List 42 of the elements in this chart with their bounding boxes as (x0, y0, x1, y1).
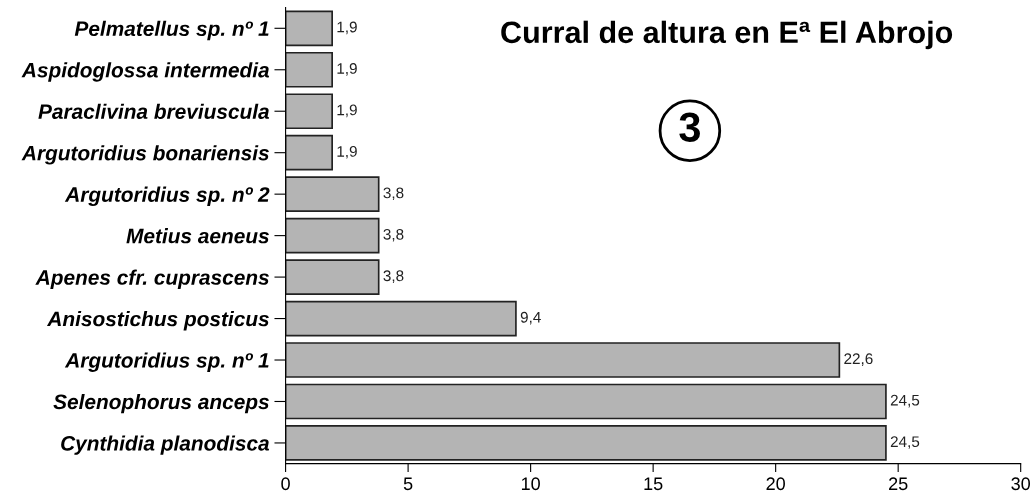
bar (285, 300, 517, 337)
x-tick-label: 10 (521, 477, 540, 491)
data-label: 24,5 (890, 394, 920, 408)
data-label: 1,9 (337, 104, 357, 118)
annotation: 3 (679, 112, 700, 142)
data-label: 1,9 (337, 21, 357, 35)
bar (285, 93, 333, 130)
bar (285, 134, 333, 171)
y-tick-label: Paraclivina breviuscula (38, 103, 270, 119)
data-label: 1,9 (337, 145, 357, 159)
data-label: 1,9 (337, 63, 357, 76)
y-tick-label: Anisostichus posticus (46, 311, 269, 331)
bar (285, 383, 887, 420)
x-tick-label: 30 (1011, 477, 1031, 491)
data-label: 3,8 (383, 228, 404, 242)
bar (285, 259, 380, 295)
y-tick-label: Metius aeneus (126, 228, 269, 244)
y-tick-label: Aspidoglossa intermedia (21, 62, 270, 82)
data-label: 22,6 (844, 353, 873, 366)
chart-title: Curral de altura en Eª El Abrojo (501, 20, 953, 50)
y-tick-label: Argutoridius sp. nº 1 (64, 352, 269, 372)
bar (285, 425, 887, 461)
y-tick-label: Selenophorus anceps (53, 393, 269, 414)
data-label: 9,4 (520, 311, 541, 325)
y-tick-label: Argutoridius sp. nº 2 (64, 186, 270, 207)
x-tick-label: 15 (644, 477, 663, 491)
data-label: 3,8 (383, 187, 404, 201)
bar (285, 342, 841, 378)
y-tick-label: Pelmatellus sp. nº 1 (74, 20, 269, 41)
bar (285, 10, 333, 47)
bar (285, 176, 380, 212)
data-label: 24,5 (890, 436, 920, 449)
x-tick-label: 5 (403, 477, 413, 491)
bar (285, 51, 333, 88)
y-tick-label: Argutoridius bonariensis (21, 145, 269, 165)
y-tick-label: Apenes cfr. cuprascens (35, 269, 269, 289)
x-tick-label: 25 (889, 477, 908, 491)
y-tick-label: Cynthidia planodisca (61, 435, 270, 455)
x-tick-label: 0 (281, 477, 290, 491)
data-label: 3,8 (383, 270, 404, 283)
bar (285, 217, 380, 254)
x-tick-label: 20 (766, 477, 785, 491)
